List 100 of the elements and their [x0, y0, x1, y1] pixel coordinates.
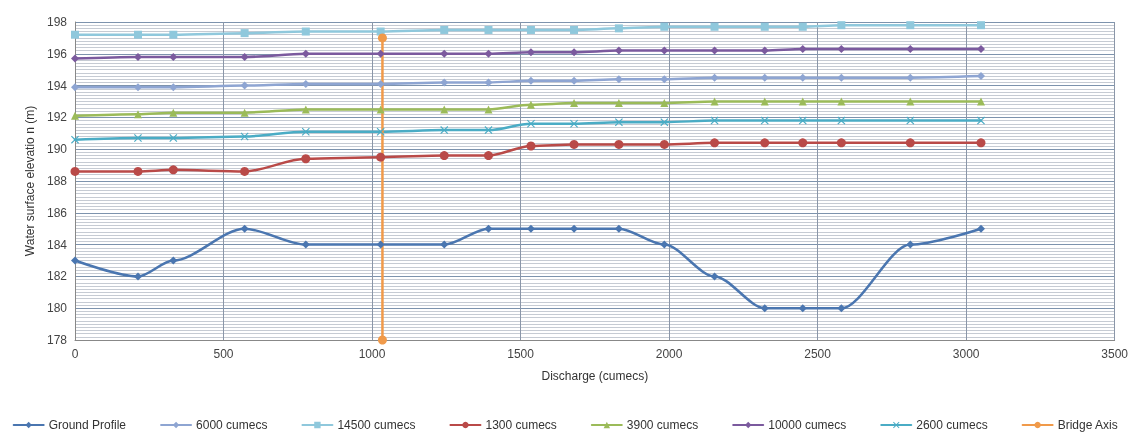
point [906, 116, 915, 125]
point [169, 256, 178, 265]
point [240, 81, 249, 90]
point [570, 25, 579, 34]
point [71, 30, 79, 39]
point [484, 126, 493, 135]
point [798, 138, 808, 148]
point [169, 134, 178, 143]
point [376, 49, 385, 58]
x-tick-label: 1000 [358, 347, 386, 361]
y-tick-label: 178 [46, 333, 68, 347]
point [660, 46, 669, 55]
point [659, 139, 669, 149]
point [240, 29, 249, 38]
y-tick-label: 186 [46, 205, 68, 220]
x-tick-label: 3500 [1101, 347, 1129, 361]
point [976, 116, 985, 125]
legend-label: 3900 cumecs [626, 418, 699, 432]
point [837, 45, 846, 54]
point [168, 165, 178, 175]
x-tick-label: 2000 [655, 347, 683, 361]
legend-label: 14500 cumecs [337, 418, 416, 432]
y-tick-label: 184 [46, 237, 68, 252]
point [169, 30, 178, 39]
y-tick-label: 192 [46, 110, 68, 125]
point [169, 52, 178, 61]
point [614, 99, 623, 108]
point [484, 78, 493, 87]
point [710, 272, 719, 281]
point [660, 118, 669, 127]
point [71, 83, 79, 92]
point [240, 224, 249, 233]
point [376, 152, 386, 162]
point [240, 108, 249, 117]
point [439, 151, 449, 161]
point [526, 100, 535, 109]
point [660, 22, 669, 31]
point [301, 154, 311, 164]
point [976, 224, 985, 233]
point [660, 240, 669, 249]
legend-label: 1300 cumecs [485, 418, 557, 432]
point [377, 33, 387, 43]
point [614, 118, 623, 127]
point [440, 78, 449, 87]
point [976, 21, 985, 30]
point [71, 111, 79, 120]
point [484, 224, 493, 233]
point [70, 166, 80, 176]
point [440, 240, 449, 249]
point [760, 46, 769, 55]
point [798, 304, 807, 313]
point [526, 48, 535, 57]
point [440, 126, 449, 135]
legend-label: 2600 cumecs [916, 418, 988, 432]
point [169, 83, 178, 92]
point [906, 97, 915, 106]
x-axis-title: Discharge (cumecs) [541, 369, 649, 383]
x-tick-label: 2500 [804, 347, 832, 361]
point [376, 240, 385, 249]
point [484, 25, 493, 34]
point [798, 22, 807, 31]
point [760, 304, 769, 313]
point [133, 110, 142, 119]
point [710, 22, 719, 31]
point [837, 304, 846, 313]
point [660, 75, 669, 84]
point [976, 138, 986, 148]
point [614, 224, 623, 233]
point [614, 24, 623, 33]
point [301, 240, 310, 249]
point [483, 151, 493, 161]
point [760, 116, 769, 125]
point [526, 119, 535, 128]
point [484, 49, 493, 58]
x-tick-label: 1500 [507, 347, 535, 361]
point [710, 73, 719, 82]
x-tick-label: 3000 [952, 347, 980, 361]
point [71, 256, 79, 265]
point [837, 21, 846, 30]
y-tick-label: 198 [46, 15, 68, 29]
point [798, 97, 807, 106]
point [570, 119, 579, 128]
point [301, 49, 310, 58]
x-tick-label: 0 [71, 347, 79, 361]
point [570, 99, 579, 108]
point [133, 166, 143, 176]
point [906, 21, 915, 30]
point [836, 138, 846, 148]
point [760, 138, 770, 148]
y-tick-label: 196 [46, 46, 68, 61]
point [440, 49, 449, 58]
point [837, 97, 846, 106]
point [301, 27, 310, 36]
legend-label: Bridge Axis [1057, 418, 1118, 432]
point [837, 73, 846, 82]
point [837, 116, 846, 125]
point [710, 138, 720, 148]
point [133, 30, 142, 39]
point [798, 116, 807, 125]
point [710, 46, 719, 55]
